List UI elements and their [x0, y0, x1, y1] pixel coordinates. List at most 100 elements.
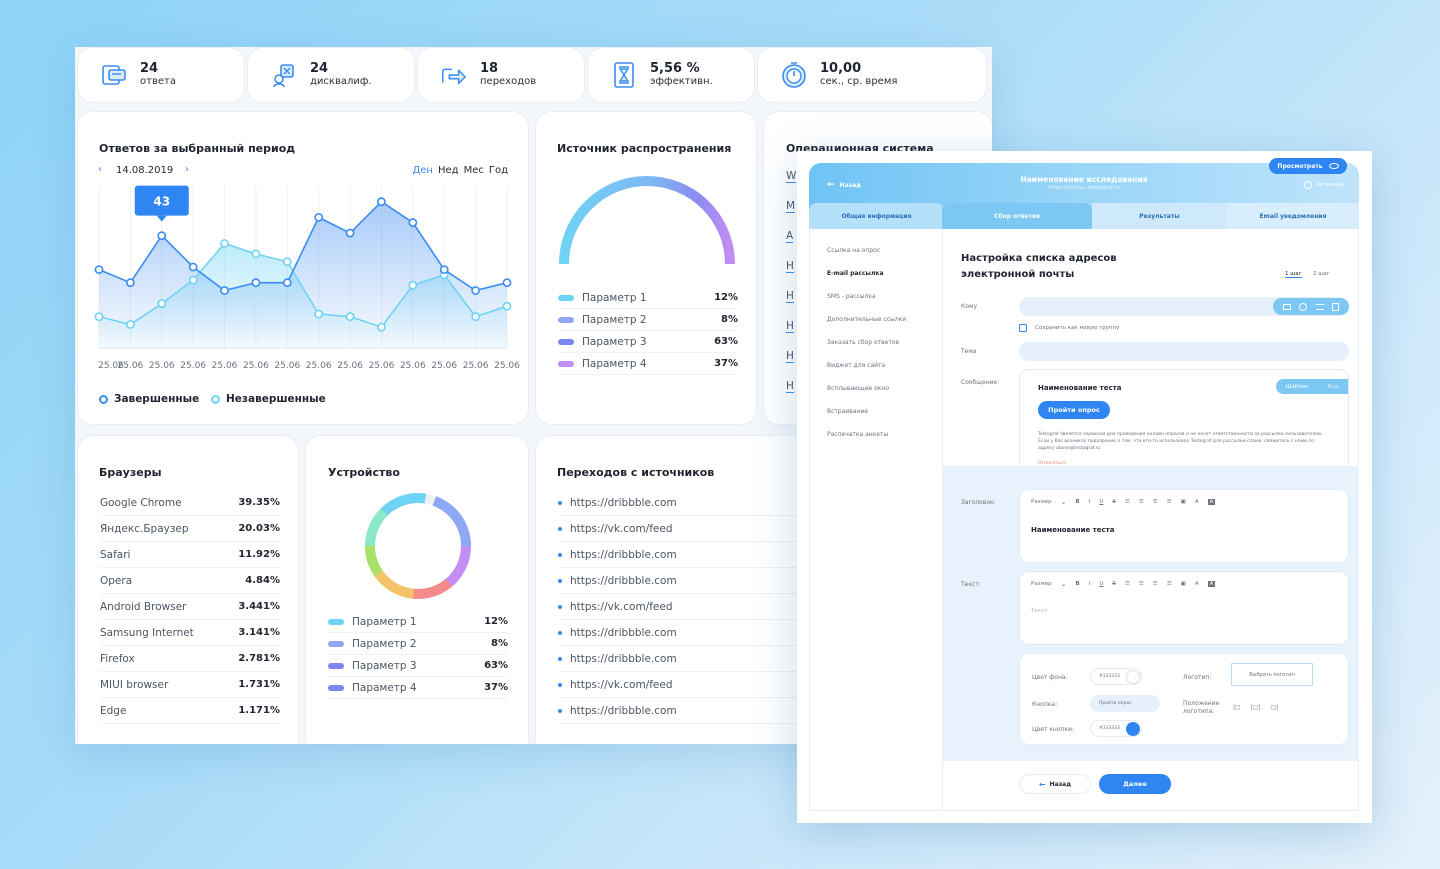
data-point[interactable]: [439, 265, 449, 275]
strike-icon[interactable]: S: [1112, 499, 1116, 505]
text-editor[interactable]: Размер ⌄ B I U S ☰ ☰ ☰ ☰ ▣ A A Текст: [1019, 571, 1349, 645]
recipients-input[interactable]: [1019, 297, 1349, 316]
bold-icon[interactable]: B: [1075, 581, 1080, 587]
font-color-icon[interactable]: A: [1194, 499, 1199, 505]
sidebar-item[interactable]: SMS - рассылка: [827, 293, 876, 300]
align-left-icon[interactable]: |▢: [1233, 704, 1241, 711]
chevron-left-icon[interactable]: ‹: [98, 164, 102, 175]
user-icon[interactable]: [1299, 302, 1308, 311]
tab-email-notifications[interactable]: Email уведомления: [1227, 203, 1359, 229]
preview-button[interactable]: Просмотреть: [1269, 158, 1347, 174]
period-week[interactable]: Нед: [437, 165, 459, 176]
data-point[interactable]: [125, 320, 135, 329]
data-point[interactable]: [157, 299, 167, 308]
template-tab[interactable]: Шаблон: [1285, 383, 1309, 390]
referral-link[interactable]: https://dribbble.com: [570, 574, 677, 587]
sidebar-item[interactable]: Встраивание: [827, 408, 869, 415]
align-justify-icon[interactable]: ☰: [1166, 581, 1172, 587]
image-icon[interactable]: ▣: [1180, 499, 1186, 505]
italic-icon[interactable]: I: [1088, 581, 1091, 587]
chevron-down-icon[interactable]: ⌄: [1060, 580, 1067, 588]
back-button[interactable]: ← Назад: [1019, 774, 1091, 794]
clipboard-icon[interactable]: [1331, 302, 1339, 311]
data-point[interactable]: [220, 239, 229, 248]
data-point[interactable]: [251, 249, 261, 259]
button-text-input[interactable]: Пройти опрос: [1090, 695, 1160, 712]
period-day[interactable]: Ден: [412, 165, 433, 176]
data-point[interactable]: [157, 231, 167, 241]
align-right-icon[interactable]: ▢|: [1270, 704, 1279, 711]
data-point[interactable]: [94, 265, 104, 275]
sidebar-item[interactable]: Распечатка анкеты: [827, 431, 889, 438]
align-left-icon[interactable]: ☰: [1124, 581, 1130, 587]
referral-link[interactable]: https://vk.com/feed: [570, 522, 673, 535]
font-color-icon[interactable]: A: [1194, 581, 1199, 587]
italic-icon[interactable]: I: [1088, 499, 1091, 505]
step-1[interactable]: 1 шаг: [1285, 271, 1302, 278]
size-dropdown[interactable]: Размер: [1031, 581, 1052, 587]
data-point[interactable]: [282, 278, 292, 288]
choose-logo-button[interactable]: Выбрать логотип: [1231, 663, 1313, 686]
tab-results[interactable]: Результаты: [1092, 203, 1227, 229]
referral-link[interactable]: https://vk.com/feed: [570, 678, 673, 691]
data-point[interactable]: [94, 312, 104, 322]
size-dropdown[interactable]: Размер: [1031, 499, 1052, 505]
data-point[interactable]: [345, 312, 355, 322]
referral-link[interactable]: https://vk.com/feed: [570, 600, 673, 613]
data-point[interactable]: [502, 278, 512, 288]
header-editor[interactable]: Размер ⌄ B I U S ☰ ☰ ☰ ☰ ▣ A A Наименова…: [1019, 489, 1349, 563]
step-2[interactable]: 2 шаг: [1313, 271, 1330, 277]
subject-input[interactable]: [1019, 342, 1349, 361]
data-point[interactable]: [220, 286, 229, 295]
referral-link[interactable]: https://dribbble.com: [570, 704, 677, 717]
data-point[interactable]: [188, 262, 198, 272]
data-point[interactable]: [471, 312, 481, 322]
underline-icon[interactable]: U: [1099, 581, 1104, 587]
data-point[interactable]: [377, 197, 386, 207]
list-icon[interactable]: [1315, 303, 1324, 310]
take-survey-button[interactable]: Пройти опрос: [1038, 401, 1110, 419]
strike-icon[interactable]: S: [1112, 581, 1116, 587]
referral-link[interactable]: https://dribbble.com: [570, 496, 677, 509]
study-url[interactable]: https://vivyvu.testograf.ru: [1048, 185, 1120, 191]
code-tab[interactable]: Код: [1327, 383, 1339, 390]
highlight-icon[interactable]: A: [1207, 499, 1216, 505]
button-color-picker[interactable]: #333333: [1090, 720, 1142, 737]
chevron-right-icon[interactable]: ›: [185, 164, 189, 175]
align-right-icon[interactable]: ☰: [1152, 581, 1158, 587]
sidebar-item[interactable]: Заказать сбор ответов: [827, 339, 900, 346]
sidebar-item[interactable]: E-mail рассылка: [827, 270, 884, 277]
referral-link[interactable]: https://dribbble.com: [570, 548, 677, 561]
back-link[interactable]: ← Назад: [827, 180, 861, 190]
sidebar-item[interactable]: Всплывающее окно: [827, 385, 890, 392]
referral-link[interactable]: https://dribbble.com: [570, 626, 677, 639]
data-point[interactable]: [345, 228, 355, 238]
chevron-down-icon[interactable]: ⌄: [1060, 498, 1067, 506]
table-icon[interactable]: [1283, 303, 1292, 310]
tab-collection[interactable]: Сбор ответов: [942, 203, 1092, 229]
sidebar-item[interactable]: Виджет для сайта: [827, 362, 886, 369]
bold-icon[interactable]: B: [1075, 499, 1080, 505]
image-icon[interactable]: ▣: [1180, 581, 1186, 587]
data-point[interactable]: [314, 212, 324, 222]
data-point[interactable]: [314, 309, 324, 319]
data-point[interactable]: [408, 218, 418, 227]
next-button[interactable]: Далее: [1099, 774, 1171, 794]
align-justify-icon[interactable]: ☰: [1166, 499, 1172, 505]
data-point[interactable]: [502, 301, 512, 311]
align-right-icon[interactable]: ☰: [1152, 499, 1158, 505]
data-point[interactable]: [188, 275, 198, 285]
sidebar-item[interactable]: Дополнительные ссылки: [827, 316, 907, 323]
sidebar-item[interactable]: Ссылка на опрос: [827, 247, 881, 254]
underline-icon[interactable]: U: [1099, 499, 1104, 505]
tab-general[interactable]: Общая информация: [809, 203, 944, 229]
data-point[interactable]: [251, 278, 261, 288]
align-center-icon[interactable]: ☰: [1138, 499, 1144, 505]
save-group-checkbox[interactable]: [1019, 324, 1027, 332]
align-center-icon[interactable]: ☰: [1138, 581, 1144, 587]
align-left-icon[interactable]: ☰: [1124, 499, 1130, 505]
data-point[interactable]: [377, 322, 386, 332]
data-point[interactable]: [125, 278, 135, 288]
period-year[interactable]: Год: [488, 165, 508, 176]
data-point[interactable]: [471, 286, 481, 295]
